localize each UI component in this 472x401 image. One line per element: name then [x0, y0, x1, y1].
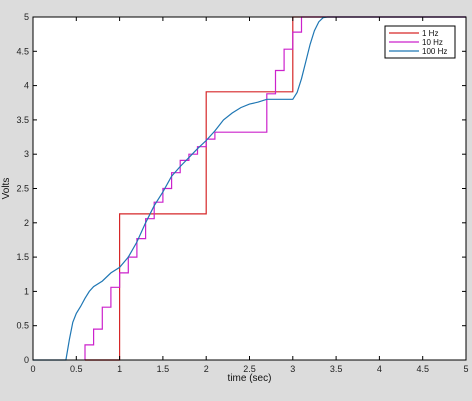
x-tick-label: 2.5 [243, 364, 256, 374]
series-line-0 [85, 16, 466, 361]
x-tick-label: 4 [377, 364, 382, 374]
x-axis-label: time (sec) [228, 373, 272, 384]
y-tick-label: 0.5 [16, 321, 29, 331]
x-tick-label: 4.5 [416, 364, 429, 374]
x-tick-label: 3.5 [330, 364, 343, 374]
y-tick-label: 3 [24, 149, 29, 159]
x-tick-label: 3 [290, 364, 295, 374]
x-tick-label: 1 [117, 364, 122, 374]
x-tick-label: 0 [30, 364, 35, 374]
y-axis-label: Volts [1, 178, 12, 200]
x-tick-label: 0.5 [70, 364, 83, 374]
plot-area [33, 17, 466, 360]
x-tick-label: 2 [204, 364, 209, 374]
y-tick-label: 0 [24, 355, 29, 365]
y-tick-label: 1.5 [16, 252, 29, 262]
y-tick-label: 2.5 [16, 184, 29, 194]
series-line-2 [33, 16, 466, 361]
x-tick-label: 1.5 [157, 364, 170, 374]
y-tick-label: 3.5 [16, 115, 29, 125]
y-tick-label: 4.5 [16, 46, 29, 56]
y-tick-label: 2 [24, 218, 29, 228]
series-layer [33, 16, 466, 361]
y-tick-label: 5 [24, 12, 29, 22]
legend-entry-1: 10 Hz [422, 38, 443, 47]
x-tick-label: 5 [463, 364, 468, 374]
legend-entry-0: 1 Hz [422, 29, 438, 38]
tick-layer: 0 0.5 1 1.5 2 2.5 3 3.5 4 4.5 5 0 0.5 1 1.5 2 2.5 3 3.5 4 4.… [16, 12, 468, 374]
y-tick-label: 4 [24, 81, 29, 91]
y-tick-label: 1 [24, 286, 29, 296]
legend-entry-2: 100 Hz [422, 47, 447, 56]
series-line-1 [84, 16, 466, 360]
